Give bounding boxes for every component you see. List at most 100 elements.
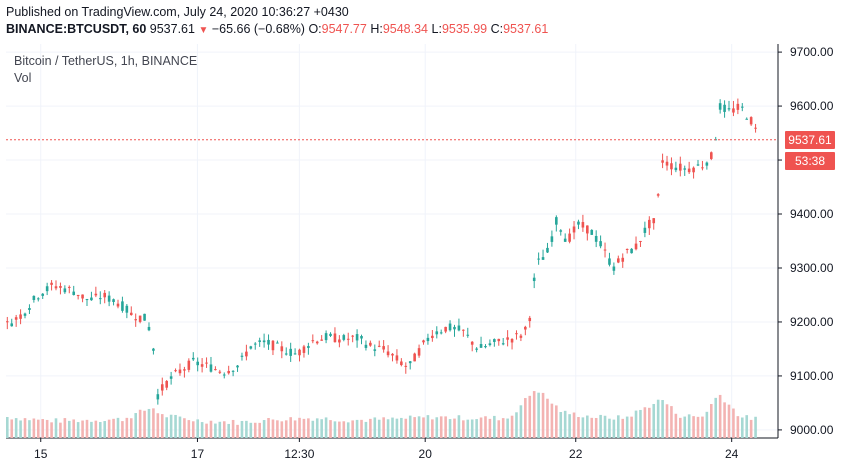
candle-body [404, 365, 408, 367]
candle-body [377, 345, 381, 347]
candle-body [519, 335, 523, 338]
candle-body [76, 294, 80, 297]
volume-bar [586, 415, 589, 438]
volume-bar [413, 417, 416, 438]
volume-bar [736, 416, 740, 438]
quote-line: BINANCE:BTCUSDT, 60 9537.61 ▼ −65.66 (−0… [6, 22, 548, 36]
volume-bar [125, 417, 129, 438]
candle-body [36, 298, 40, 300]
volume-bar [205, 423, 208, 438]
candle-body [85, 299, 89, 301]
x-tick-label: 12:30 [284, 447, 314, 461]
volume-bar [749, 419, 753, 438]
volume-bar [249, 422, 253, 438]
candle-body [679, 163, 682, 171]
candle-body [466, 334, 470, 336]
candle-body [537, 258, 540, 260]
volume-bar [727, 404, 731, 438]
volume-bar [373, 417, 377, 438]
candle-body [222, 374, 226, 376]
candle-body [59, 286, 62, 288]
candle-body [160, 384, 164, 391]
candle-body [541, 257, 545, 260]
candle-body [205, 362, 208, 364]
volume-bar [541, 392, 545, 438]
candle-body [448, 323, 452, 331]
candle-body [298, 349, 301, 356]
candle-body [608, 258, 611, 265]
candle-body [444, 326, 447, 332]
volume-bar [572, 412, 576, 438]
close-value: 9537.61 [503, 22, 549, 36]
candle-body [125, 305, 129, 313]
volume-bar [276, 420, 279, 438]
candle-body [754, 127, 757, 129]
volume-bar [298, 417, 301, 438]
volume-bar [85, 419, 89, 438]
candle-body [617, 258, 620, 263]
candle-body [307, 346, 310, 348]
volume-bar [395, 418, 399, 438]
volume-bar [431, 419, 434, 438]
candle-body [603, 249, 607, 251]
volume-bar [590, 417, 594, 438]
volume-bar [745, 415, 749, 438]
last-price: 9537.61 [149, 22, 195, 36]
candle-body [280, 346, 284, 352]
volume-bar [14, 418, 18, 438]
volume-bar [227, 423, 230, 438]
symbol: BINANCE:BTCUSDT, 60 [6, 22, 147, 36]
candle-body [484, 345, 487, 348]
volume-bar [612, 419, 616, 438]
volume-bar [112, 418, 115, 438]
candle-body [745, 118, 749, 120]
volume-bar [222, 421, 226, 438]
candle-body [431, 335, 434, 339]
volume-bar [81, 420, 84, 438]
candle-body [253, 343, 257, 345]
volume-bar [143, 410, 146, 438]
candle-body [510, 338, 514, 343]
candle-body [174, 370, 177, 372]
candle-body [524, 326, 527, 330]
candle-body [156, 394, 160, 400]
volume-bar [169, 414, 173, 438]
candle-body [692, 167, 695, 173]
high-label: H: [370, 22, 383, 36]
candle-body [661, 160, 664, 163]
candle-body [395, 355, 399, 361]
volume-bar [236, 424, 239, 438]
candle-body [355, 334, 359, 341]
candle-body [245, 351, 248, 357]
low-value: 9535.99 [441, 22, 488, 36]
legend-title: Bitcoin / TetherUS, 1h, BINANCE [14, 54, 198, 68]
volume-bar [355, 419, 359, 438]
candle-body [439, 332, 443, 334]
candle-body [346, 338, 350, 340]
candle-body [400, 361, 403, 366]
volume-bar [156, 413, 160, 438]
candle-body [727, 108, 731, 110]
candle-body [28, 308, 31, 310]
volume-bar [360, 419, 363, 438]
candle-body [54, 286, 58, 289]
volume-bar [621, 418, 625, 438]
candle-body [284, 353, 288, 355]
volume-bar [404, 418, 408, 438]
candle-body [276, 342, 279, 344]
volume-bar [94, 420, 98, 438]
volume-bar [107, 419, 111, 438]
candle-body [14, 317, 18, 320]
candle-body [572, 226, 576, 233]
candle-body [227, 370, 230, 374]
candle-body [612, 266, 616, 271]
volume-bar [200, 422, 204, 438]
volume-bar [656, 399, 660, 438]
volume-bar [386, 419, 390, 438]
candle-body [453, 326, 456, 330]
volume-bar [453, 418, 456, 438]
candle-body [360, 336, 363, 339]
volume-bar [28, 420, 31, 438]
candle-body [134, 319, 138, 321]
